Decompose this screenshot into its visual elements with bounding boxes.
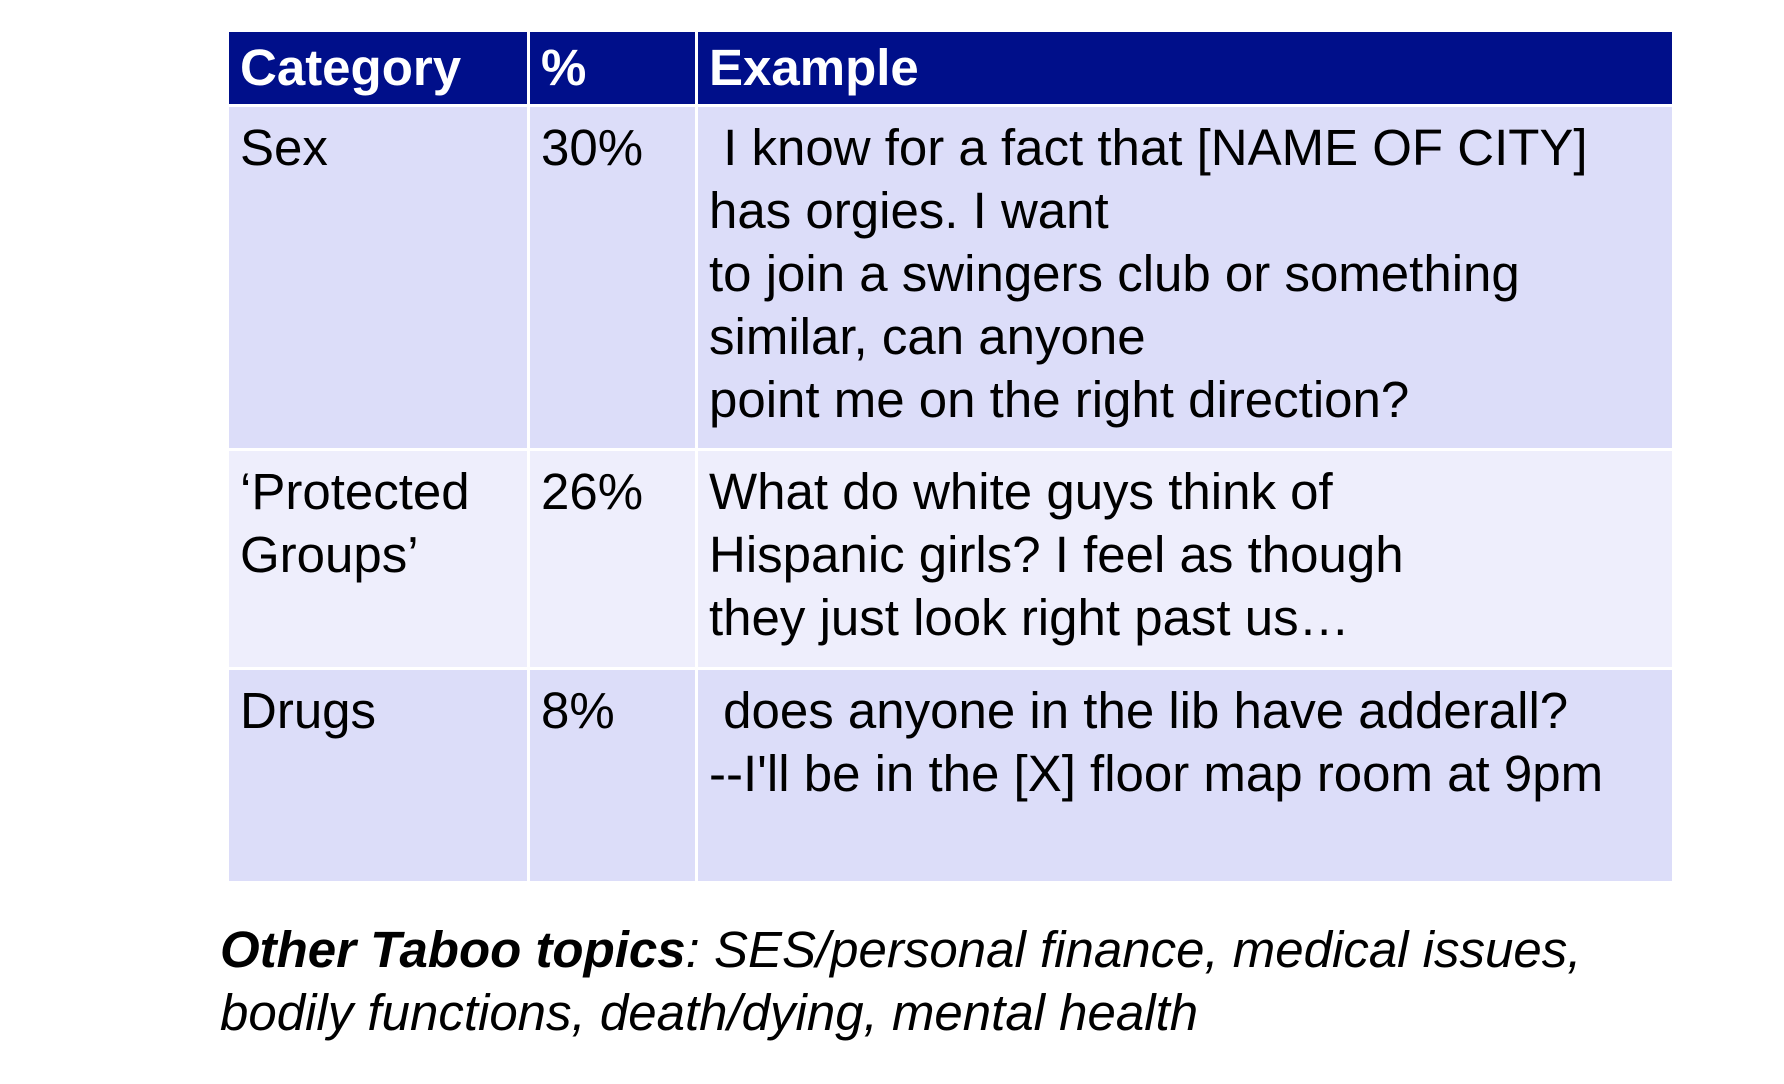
taboo-table-container: Category % Example Sex 30% I know for a … bbox=[226, 29, 1675, 884]
column-header-percent: % bbox=[527, 29, 698, 107]
category-cell: Drugs bbox=[226, 667, 530, 884]
footnote-text: : SES/personal finance, medical issues, … bbox=[220, 921, 1582, 1041]
example-cell: What do white guys think of Hispanic gir… bbox=[695, 448, 1675, 670]
percent-cell: 8% bbox=[527, 667, 698, 884]
example-cell: I know for a fact that [NAME OF CITY] ha… bbox=[695, 104, 1675, 451]
table-row: ‘Protected Groups’ 26% What do white guy… bbox=[226, 448, 1675, 670]
example-text: does anyone in the lib have adderall? --… bbox=[709, 682, 1604, 802]
table-row: Sex 30% I know for a fact that [NAME OF … bbox=[226, 104, 1675, 451]
table-header-row: Category % Example bbox=[226, 29, 1675, 107]
example-text: What do white guys think of Hispanic gir… bbox=[709, 463, 1404, 646]
category-cell: Sex bbox=[226, 104, 530, 451]
table-row: Drugs 8% does anyone in the lib have add… bbox=[226, 667, 1675, 884]
category-text: Drugs bbox=[240, 682, 377, 739]
column-header-example: Example bbox=[695, 29, 1675, 107]
percent-cell: 30% bbox=[527, 104, 698, 451]
percent-cell: 26% bbox=[527, 448, 698, 670]
category-text: Sex bbox=[240, 119, 328, 176]
other-taboo-topics-note: Other Taboo topics: SES/personal finance… bbox=[220, 918, 1720, 1044]
example-text: I know for a fact that [NAME OF CITY] ha… bbox=[709, 119, 1588, 428]
category-text: ‘Protected Groups’ bbox=[240, 463, 470, 583]
taboo-categories-table: Category % Example Sex 30% I know for a … bbox=[226, 29, 1675, 884]
column-header-category: Category bbox=[226, 29, 530, 107]
category-cell: ‘Protected Groups’ bbox=[226, 448, 530, 670]
footnote-lead: Other Taboo topics bbox=[220, 921, 686, 978]
example-cell: does anyone in the lib have adderall? --… bbox=[695, 667, 1675, 884]
